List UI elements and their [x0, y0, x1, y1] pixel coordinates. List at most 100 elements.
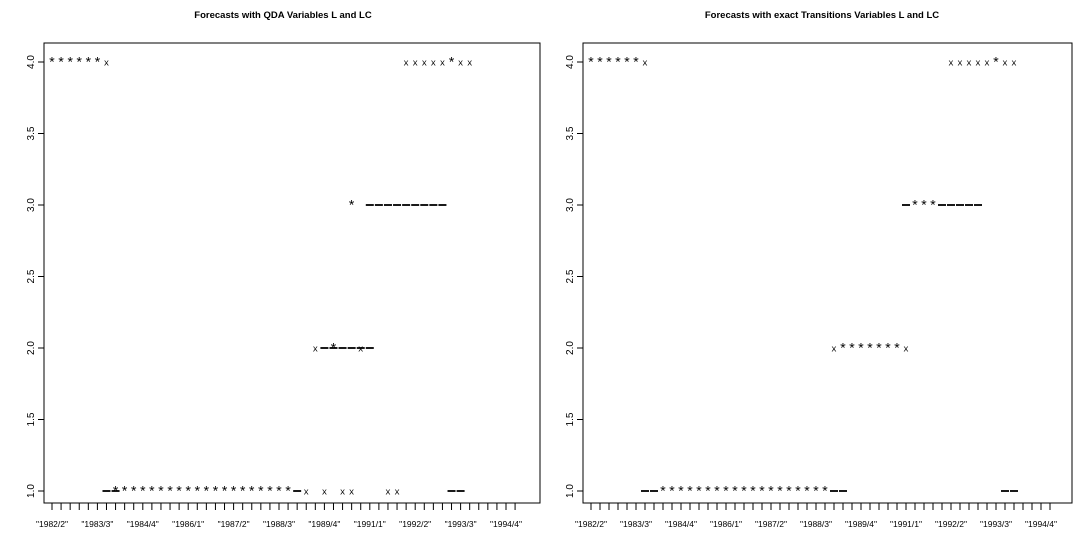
y-tick-label: 4.0: [565, 55, 576, 69]
forecast-x-point: x: [358, 345, 363, 355]
y-tick-label: 3.0: [26, 198, 37, 212]
forecast-star-point: *: [875, 342, 883, 358]
forecast-x-point: x: [1011, 59, 1016, 69]
forecast-x-point: x: [957, 59, 962, 69]
x-tick-label: "1994/4": [1025, 519, 1057, 529]
x-tick-label: "1986/1": [710, 519, 742, 529]
forecast-star-point: *: [220, 485, 228, 501]
forecast-star-point: *: [139, 485, 147, 501]
x-tick-label: "1984/4": [665, 519, 697, 529]
forecast-star-point: *: [713, 485, 721, 501]
forecast-x-point: x: [966, 59, 971, 69]
forecast-star-point: *: [686, 485, 694, 501]
forecast-star-point: *: [211, 485, 219, 501]
chart-title: Forecasts with exact Transitions Variabl…: [705, 10, 939, 21]
forecast-x-point: x: [458, 59, 463, 69]
forecast-x-point: x: [831, 345, 836, 355]
forecast-star-point: *: [275, 485, 283, 501]
forecast-x-point: x: [385, 488, 390, 498]
y-tick-label: 1.5: [565, 412, 576, 426]
forecast-star-point: *: [157, 485, 165, 501]
y-tick-label: 1.0: [26, 484, 37, 498]
forecast-star-point: *: [596, 56, 604, 72]
forecast-star-point: *: [992, 56, 1000, 72]
forecast-star-point: *: [911, 199, 919, 215]
forecast-star-point: *: [632, 56, 640, 72]
forecast-star-point: *: [722, 485, 730, 501]
forecast-x-point: x: [304, 488, 309, 498]
y-tick-label: 3.5: [565, 126, 576, 140]
x-tick-label: "1993/3": [980, 519, 1012, 529]
forecast-star-point: *: [749, 485, 757, 501]
forecast-star-point: *: [920, 199, 928, 215]
y-tick-label: 2.5: [26, 269, 37, 283]
forecast-star-point: *: [812, 485, 820, 501]
x-tick-label: "1992/2": [399, 519, 431, 529]
forecast-star-point: *: [605, 56, 613, 72]
forecast-star-point: *: [75, 56, 83, 72]
forecast-star-point: *: [614, 56, 622, 72]
x-tick-label: "1992/2": [935, 519, 967, 529]
x-tick-label: "1982/2": [36, 519, 68, 529]
forecast-x-point: x: [975, 59, 980, 69]
forecast-star-point: *: [184, 485, 192, 501]
x-tick-label: "1991/1": [354, 519, 386, 529]
forecast-star-point: *: [447, 56, 455, 72]
forecast-star-point: *: [839, 342, 847, 358]
x-tick-label: "1983/3": [620, 519, 652, 529]
forecast-star-point: *: [257, 485, 265, 501]
forecast-star-point: *: [704, 485, 712, 501]
plot-frame: [582, 42, 1073, 504]
forecast-x-point: x: [1002, 59, 1007, 69]
forecast-x-point: x: [349, 488, 354, 498]
y-tick-label: 3.0: [565, 198, 576, 212]
forecast-star-point: *: [740, 485, 748, 501]
forecast-x-point: x: [394, 488, 399, 498]
forecast-star-point: *: [623, 56, 631, 72]
forecast-star-point: *: [884, 342, 892, 358]
forecast-star-point: *: [695, 485, 703, 501]
forecast-x-point: x: [903, 345, 908, 355]
forecast-star-point: *: [84, 56, 92, 72]
forecast-star-point: *: [202, 485, 210, 501]
x-tick-label: "1986/1": [172, 519, 204, 529]
forecast-x-point: x: [431, 59, 436, 69]
forecast-x-point: x: [467, 59, 472, 69]
forecast-star-point: *: [57, 56, 65, 72]
forecast-star-point: *: [175, 485, 183, 501]
forecast-star-point: *: [767, 485, 775, 501]
y-tick-label: 3.5: [26, 126, 37, 140]
forecast-star-point: *: [587, 56, 595, 72]
x-tick-label: "1987/2": [218, 519, 250, 529]
forecast-x-point: x: [403, 59, 408, 69]
plot-frame: [43, 42, 541, 504]
forecast-star-point: *: [347, 199, 355, 215]
forecast-star-point: *: [857, 342, 865, 358]
forecast-x-point: x: [422, 59, 427, 69]
x-tick-label: "1991/1": [890, 519, 922, 529]
forecast-star-point: *: [929, 199, 937, 215]
y-tick-label: 2.5: [565, 269, 576, 283]
y-tick-label: 4.0: [26, 55, 37, 69]
forecast-star-point: *: [794, 485, 802, 501]
forecast-star-point: *: [776, 485, 784, 501]
forecast-star-point: *: [677, 485, 685, 501]
x-tick-label: "1989/4": [308, 519, 340, 529]
forecast-star-point: *: [166, 485, 174, 501]
forecast-x-point: x: [440, 59, 445, 69]
x-tick-label: "1989/4": [845, 519, 877, 529]
forecast-x-point: x: [340, 488, 345, 498]
forecast-star-point: *: [329, 342, 337, 358]
y-tick-label: 2.0: [26, 341, 37, 355]
forecast-star-point: *: [785, 485, 793, 501]
forecast-star-point: *: [130, 485, 138, 501]
x-tick-label: "1994/4": [490, 519, 522, 529]
forecast-x-point: x: [322, 488, 327, 498]
x-tick-label: "1984/4": [127, 519, 159, 529]
x-tick-label: "1987/2": [755, 519, 787, 529]
forecast-x-point: x: [104, 59, 109, 69]
forecast-star-point: *: [284, 485, 292, 501]
forecast-star-point: *: [48, 56, 56, 72]
forecast-star-point: *: [668, 485, 676, 501]
